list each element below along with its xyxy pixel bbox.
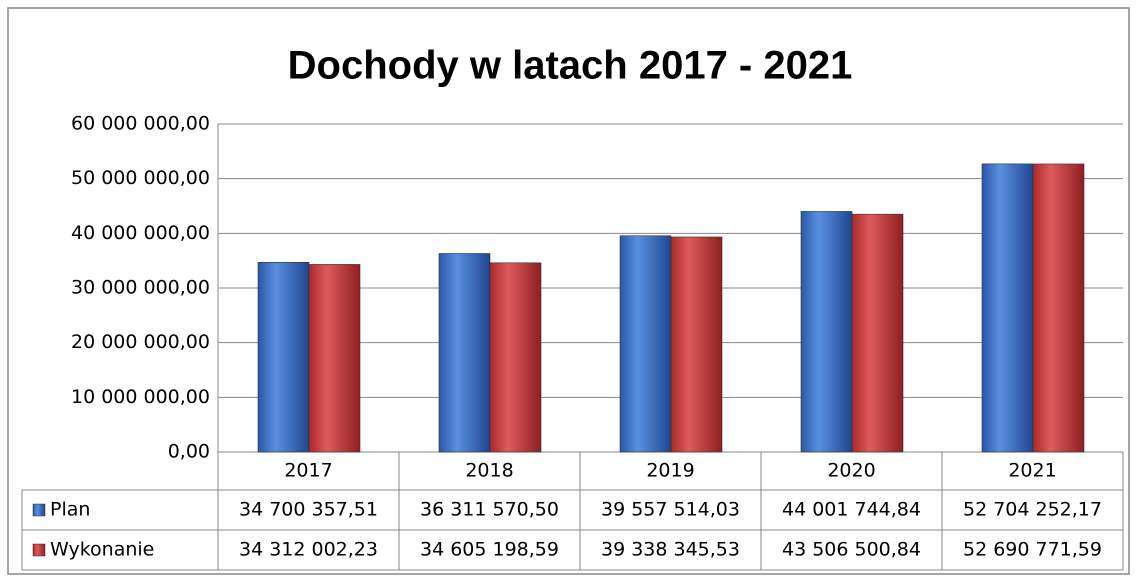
table-value: 44 001 744,84	[782, 499, 921, 521]
x-tick-label: 2018	[465, 460, 513, 482]
legend-swatch	[32, 503, 46, 517]
table-value: 34 312 002,23	[239, 539, 378, 561]
y-tick-label: 0,00	[168, 441, 210, 463]
x-tick-label: 2020	[827, 460, 875, 482]
table-value: 43 506 500,84	[782, 539, 921, 561]
x-tick-label: 2019	[646, 460, 694, 482]
x-tick-label: 2017	[284, 460, 332, 482]
chart-title: Dochody w latach 2017 - 2021	[288, 44, 853, 88]
legend-label: Wykonanie	[50, 539, 154, 561]
bar	[670, 236, 723, 453]
table-value: 39 338 345,53	[601, 539, 740, 561]
y-tick-label: 30 000 000,00	[71, 277, 210, 299]
legend-label: Plan	[50, 499, 90, 521]
bar	[619, 235, 672, 453]
bar	[851, 213, 904, 453]
bar	[308, 264, 361, 453]
bar	[257, 262, 310, 453]
y-tick-label: 20 000 000,00	[71, 331, 210, 353]
table-value: 36 311 570,50	[420, 499, 559, 521]
table-value: 52 704 252,17	[963, 499, 1102, 521]
y-tick-label: 60 000 000,00	[71, 113, 210, 135]
table-value: 39 557 514,03	[601, 499, 740, 521]
legend-swatch	[32, 543, 46, 557]
y-tick-label: 50 000 000,00	[71, 167, 210, 189]
y-tick-label: 10 000 000,00	[71, 386, 210, 408]
bar	[438, 253, 491, 453]
bar	[489, 262, 542, 453]
table-value: 34 700 357,51	[239, 499, 378, 521]
bar	[800, 211, 853, 453]
x-tick-label: 2021	[1008, 460, 1056, 482]
y-tick-label: 40 000 000,00	[71, 222, 210, 244]
table-value: 34 605 198,59	[420, 539, 559, 561]
bar	[981, 163, 1034, 453]
table-value: 52 690 771,59	[963, 539, 1102, 561]
bar	[1032, 163, 1085, 453]
